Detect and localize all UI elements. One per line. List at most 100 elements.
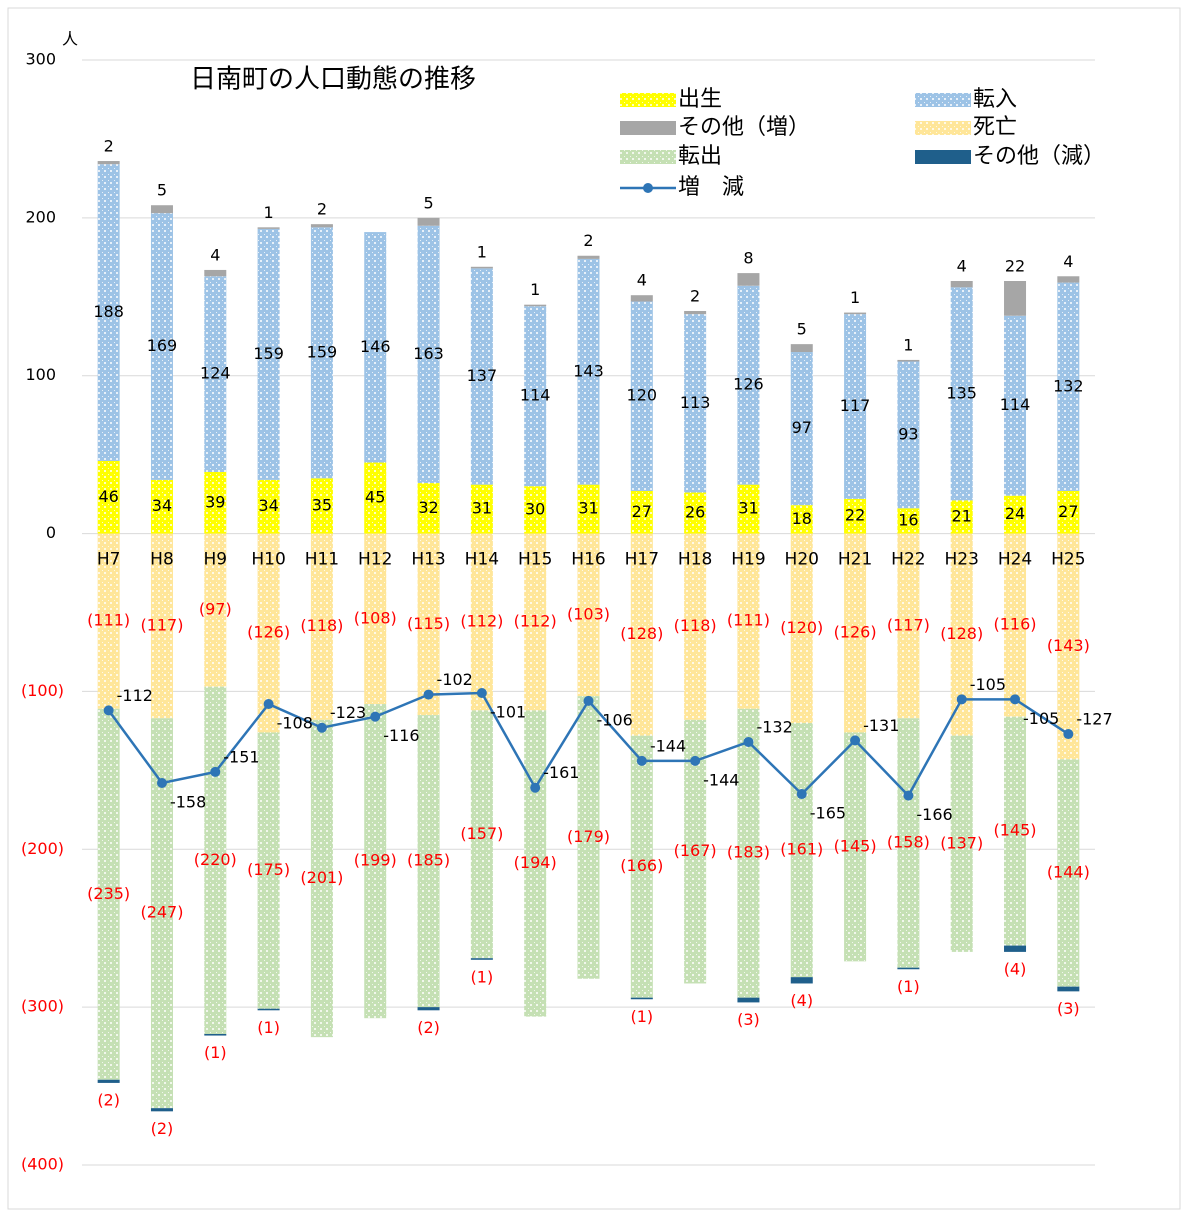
- bar-segment: [470, 710, 493, 959]
- data-label: (143): [1047, 636, 1090, 655]
- bar-segment: [97, 708, 120, 1080]
- bar-segment: [257, 479, 280, 534]
- line-point: [690, 755, 701, 766]
- bar-segment: [470, 484, 493, 534]
- line-point: [156, 777, 167, 788]
- data-label: (126): [247, 623, 290, 642]
- y-unit: 人: [62, 30, 78, 49]
- bar-segment: [257, 533, 280, 733]
- data-label: 113: [680, 393, 711, 412]
- x-tick-label: H20: [785, 550, 819, 570]
- line-label: -106: [597, 710, 633, 729]
- bar-segment: [150, 213, 173, 480]
- bar-segment: [897, 359, 920, 362]
- bar-segment: [310, 224, 333, 228]
- line-point: [956, 694, 967, 705]
- line-point: [636, 755, 647, 766]
- data-label: 137: [467, 366, 498, 385]
- data-label: 159: [307, 342, 338, 361]
- x-tick-label: H9: [203, 550, 227, 570]
- chart-title: 日南町の人口動態の推移: [190, 65, 476, 95]
- data-label: 22: [845, 506, 865, 525]
- data-label: 1: [264, 203, 274, 222]
- data-label: 146: [360, 337, 391, 356]
- bar-segment: [950, 533, 973, 736]
- line-label: -166: [916, 805, 952, 824]
- line-point: [850, 735, 861, 746]
- bar-segment: [790, 723, 813, 978]
- data-label: 18: [792, 509, 812, 528]
- bar-segment: [737, 533, 760, 709]
- line-label: -101: [490, 703, 526, 722]
- data-label: 39: [205, 492, 225, 511]
- data-label: 4: [957, 257, 967, 276]
- bar-segment: [897, 361, 920, 509]
- x-tick-label: H18: [678, 550, 712, 570]
- bar-segment: [1057, 533, 1080, 760]
- data-label: (4): [1004, 959, 1027, 978]
- bar-segment: [204, 269, 227, 277]
- legend-label: 転入: [973, 87, 1017, 112]
- bars: [97, 161, 1080, 1112]
- bar-segment: [844, 732, 867, 962]
- x-tick-label: H14: [465, 550, 499, 570]
- legend-swatch: [915, 121, 971, 135]
- bar-segment: [950, 735, 973, 952]
- data-label: (116): [994, 615, 1037, 634]
- data-label: 117: [840, 396, 871, 415]
- data-label: (183): [727, 843, 770, 862]
- line-label: -116: [383, 726, 419, 745]
- data-label: 1: [850, 288, 860, 307]
- data-label: 27: [632, 502, 652, 521]
- y-tick-label: 300: [25, 50, 56, 69]
- bar-segment: [257, 227, 280, 229]
- legend-label: その他（減）: [973, 144, 1105, 169]
- bar-segment: [1057, 759, 1080, 987]
- x-tick-label: H23: [944, 550, 978, 570]
- data-label: (115): [407, 614, 450, 633]
- data-label: (2): [97, 1090, 120, 1109]
- bar-segment: [150, 479, 173, 534]
- line-point: [263, 699, 274, 710]
- legend-label: その他（増）: [678, 115, 810, 140]
- line-label: -132: [756, 717, 792, 736]
- bar-segment: [737, 285, 760, 485]
- data-label: (1): [257, 1018, 280, 1037]
- bar-segment: [897, 533, 920, 719]
- line-point: [1063, 729, 1074, 740]
- data-label: (112): [514, 611, 557, 630]
- line-point: [796, 789, 807, 800]
- bar-segment: [257, 228, 280, 480]
- data-label: (128): [620, 624, 663, 643]
- bar-segment: [470, 266, 493, 269]
- data-label: (103): [567, 604, 610, 623]
- y-tick-label: (200): [21, 839, 64, 858]
- bar-segment: [790, 977, 813, 984]
- bar-segment: [577, 255, 600, 259]
- bar-segment: [257, 732, 280, 1009]
- line-label: -151: [223, 747, 259, 766]
- x-tick-label: H24: [998, 550, 1032, 570]
- bar-segment: [150, 533, 173, 719]
- data-label: 135: [946, 383, 977, 402]
- data-label: (235): [87, 884, 130, 903]
- data-label: (1): [471, 967, 494, 986]
- x-tick-label: H19: [731, 550, 765, 570]
- data-label: 126: [733, 375, 764, 394]
- data-label: 34: [258, 496, 278, 515]
- bar-segment: [684, 719, 707, 984]
- bar-segment: [897, 718, 920, 968]
- bar-segment: [577, 484, 600, 534]
- data-label: (247): [140, 903, 183, 922]
- bar-segment: [1057, 490, 1080, 534]
- bar-segment: [524, 533, 547, 711]
- line-label: -123: [330, 703, 366, 722]
- bar-segment: [897, 508, 920, 534]
- data-label: 1: [530, 280, 540, 299]
- x-tick-label: H16: [571, 550, 605, 570]
- data-label: (3): [737, 1010, 760, 1029]
- data-label: (166): [620, 856, 663, 875]
- bar-segment: [684, 314, 707, 493]
- data-label: (128): [940, 624, 983, 643]
- data-label: 46: [98, 487, 118, 506]
